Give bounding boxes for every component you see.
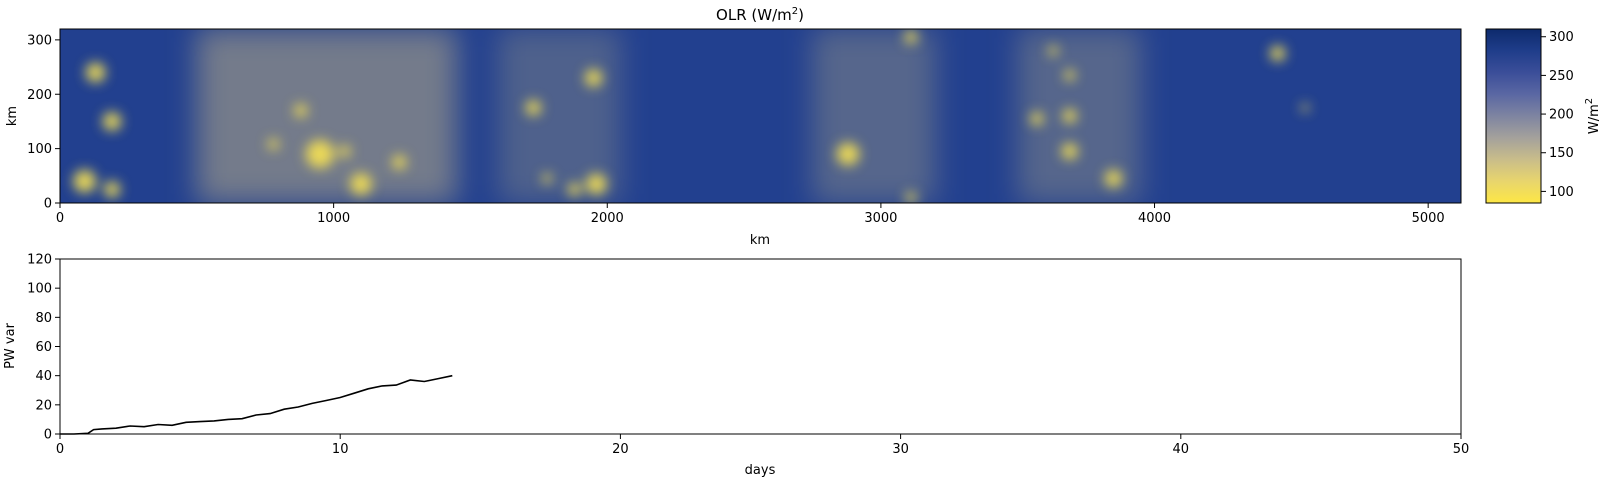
ln-xtick-label: 30 <box>892 442 909 457</box>
heatmap-plot <box>60 29 1461 203</box>
heatmap-frame <box>59 28 1462 204</box>
colorbar-tick-label: 150 <box>1549 146 1574 161</box>
ln-xtick-label: 40 <box>1173 442 1190 457</box>
heatmap-bright-cell <box>584 69 603 87</box>
heatmap-bright-cell <box>267 138 279 150</box>
colorbar-tick-label: 250 <box>1549 69 1574 84</box>
colorbar-tick-label: 100 <box>1549 185 1574 200</box>
heatmap-bright-cell <box>1270 45 1286 62</box>
heatmap-bright-cell <box>542 173 552 184</box>
heatmap-bright-cell <box>1061 143 1078 160</box>
ln-ytick-label: 60 <box>35 340 52 355</box>
ln-xtick-label: 0 <box>56 442 64 457</box>
hm-xtick-label: 2000 <box>591 211 624 226</box>
ln-xtick-label: 50 <box>1453 442 1470 457</box>
hm-ytick-label: 0 <box>44 197 52 212</box>
heatmap-bright-cell <box>904 30 918 44</box>
hm-xtick-label: 5000 <box>1412 211 1445 226</box>
heatmap-bright-cell <box>1064 69 1076 81</box>
heatmap-bright-cell <box>350 173 372 195</box>
hm-ytick-label: 300 <box>27 33 52 48</box>
ln-ytick-label: 120 <box>27 253 52 268</box>
heatmap-bright-cell <box>567 182 581 196</box>
colorbar-tick-label: 200 <box>1549 108 1574 123</box>
line-xlabel: days <box>745 463 776 478</box>
ln-xtick-label: 20 <box>612 442 629 457</box>
ln-xtick-label: 10 <box>332 442 349 457</box>
hm-ytick-label: 100 <box>27 142 52 157</box>
heatmap-haze-band <box>497 29 621 203</box>
hm-xtick-label: 4000 <box>1138 211 1171 226</box>
hm-xtick-label: 0 <box>56 211 64 226</box>
heatmap-bright-cell <box>338 145 351 158</box>
heatmap-bright-cell <box>305 139 335 169</box>
ln-ytick-label: 100 <box>27 282 52 297</box>
line-plot-frame <box>59 258 1462 435</box>
ln-ytick-label: 80 <box>35 311 52 326</box>
heatmap-ylabel: km <box>5 106 20 126</box>
colorbar <box>1485 28 1542 204</box>
heatmap-bright-cell <box>1301 104 1309 112</box>
heatmap-haze-band <box>812 29 936 203</box>
heatmap-bright-cell <box>294 103 308 118</box>
heatmap-title: OLR (W/m2) <box>716 6 804 24</box>
heatmap-bright-cell <box>836 142 860 166</box>
heatmap-xlabel: km <box>750 233 770 248</box>
heatmap-bright-cell <box>85 62 106 83</box>
pw-var-line <box>60 374 453 435</box>
heatmap-bright-cell <box>1030 112 1044 126</box>
heatmap-bright-cell <box>1104 169 1123 188</box>
ln-ytick-label: 40 <box>35 369 52 384</box>
heatmap-bright-cell <box>1048 45 1059 56</box>
hm-xtick-label: 1000 <box>317 211 350 226</box>
line-ylabel: PW var <box>3 322 18 368</box>
ln-ytick-label: 20 <box>35 398 52 413</box>
heatmap-bright-cell <box>73 169 97 193</box>
heatmap-bright-cell <box>905 192 917 203</box>
colorbar-label: W/m2 <box>1584 98 1600 134</box>
colorbar-tick-label: 300 <box>1549 30 1574 45</box>
heatmap-bright-cell <box>103 181 121 198</box>
heatmap-bright-cell <box>1062 108 1077 124</box>
hm-ytick-label: 200 <box>27 88 52 103</box>
heatmap-bright-cell <box>392 155 407 170</box>
hm-xtick-label: 3000 <box>864 211 897 226</box>
ln-ytick-label: 0 <box>44 428 52 443</box>
heatmap-bright-cell <box>585 173 607 195</box>
heatmap-bright-cell <box>525 100 542 116</box>
heatmap-bright-cell <box>102 112 122 131</box>
heatmap-haze-band <box>196 29 457 203</box>
